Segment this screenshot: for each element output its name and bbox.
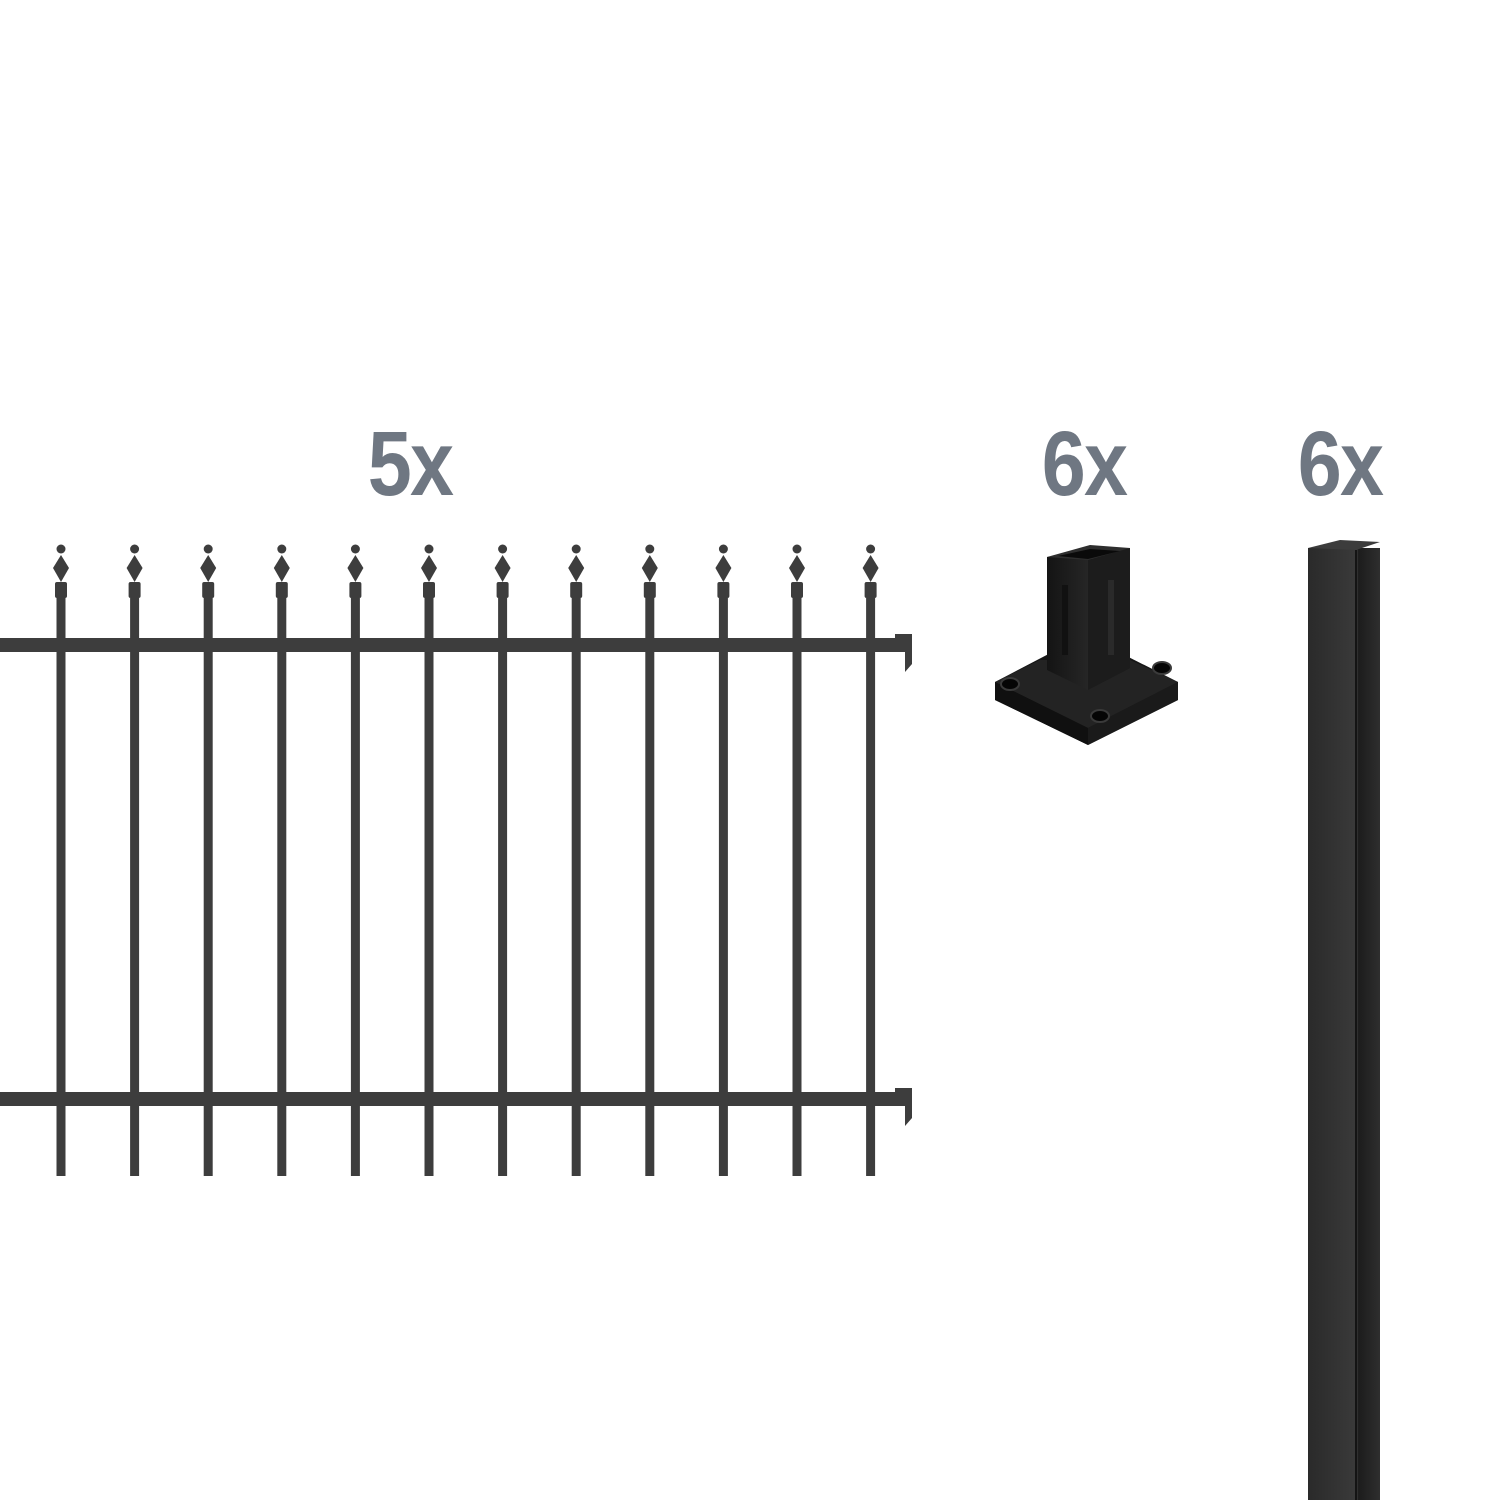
fence-bar-collar xyxy=(349,582,362,598)
foot-base-top xyxy=(995,660,1178,728)
post-foot-quantity-label: 6x xyxy=(1041,413,1128,515)
foot-screw-hole xyxy=(1152,661,1172,675)
fence-spearhead xyxy=(641,555,658,582)
fence-bar-collar xyxy=(55,582,67,598)
fence-spearhead xyxy=(347,555,364,582)
foot-screw-hole xyxy=(1000,677,1020,691)
fence-bar xyxy=(792,598,802,1176)
fence-bar-collar xyxy=(275,582,288,598)
fence-spearhead xyxy=(273,555,290,582)
fence-spearhead xyxy=(789,555,805,582)
fence-bar-collar xyxy=(128,582,141,598)
fence-bar xyxy=(277,598,287,1176)
fence-bottom-rail xyxy=(0,1092,905,1106)
fence-spearhead xyxy=(421,555,437,582)
fence-spearhead xyxy=(862,555,879,582)
fence-spearhead xyxy=(568,555,585,582)
fence-bar-collar xyxy=(570,582,583,598)
fence-finial xyxy=(866,544,876,554)
fence-bar xyxy=(866,598,876,1176)
foot-screw-hole xyxy=(1090,709,1110,723)
fence-finial xyxy=(203,544,213,554)
fence-spearhead xyxy=(494,555,511,582)
fence-spearhead xyxy=(715,555,732,582)
fence-bar xyxy=(718,598,728,1176)
fence-finial xyxy=(645,544,655,554)
fence-bar-collar xyxy=(864,582,877,598)
fence-bar-collar xyxy=(423,582,435,598)
fence-bar-collar xyxy=(202,582,215,598)
fence-panel-quantity-label: 5x xyxy=(367,413,454,515)
fence-bar xyxy=(350,598,360,1176)
fence-finial xyxy=(571,544,581,554)
fence-bar-collar xyxy=(496,582,509,598)
fence-finial xyxy=(277,544,287,554)
fence-bar-collar xyxy=(717,582,730,598)
fence-bar xyxy=(56,598,66,1176)
fence-bar xyxy=(130,598,140,1176)
fence-finial xyxy=(424,544,434,554)
fence-bar xyxy=(498,598,508,1176)
fence-finial xyxy=(56,544,66,554)
fence-finial xyxy=(130,544,140,554)
post-foot-plate xyxy=(995,545,1178,745)
fence-finial xyxy=(498,544,508,554)
fence-rail-bracket xyxy=(895,634,912,672)
fence-bar xyxy=(571,598,581,1176)
fence-spearhead xyxy=(126,555,143,582)
fence-panel xyxy=(0,544,912,1176)
fence-finial xyxy=(792,544,802,554)
fence-bar xyxy=(203,598,213,1176)
fence-rail-bracket xyxy=(895,1088,912,1126)
post-body xyxy=(1308,548,1380,1500)
fence-finial xyxy=(718,544,728,554)
post-top-cap xyxy=(1308,540,1380,550)
fence-spearhead xyxy=(53,555,69,582)
fence-bar xyxy=(645,598,655,1176)
fence-finial xyxy=(350,544,360,554)
fence-bar-collar xyxy=(791,582,803,598)
fence-post xyxy=(1308,540,1380,1500)
fence-bar-collar xyxy=(643,582,656,598)
fence-bar xyxy=(424,598,434,1176)
fence-spearhead xyxy=(200,555,217,582)
fence-post-quantity-label: 6x xyxy=(1297,413,1384,515)
fence-top-rail xyxy=(0,638,905,652)
